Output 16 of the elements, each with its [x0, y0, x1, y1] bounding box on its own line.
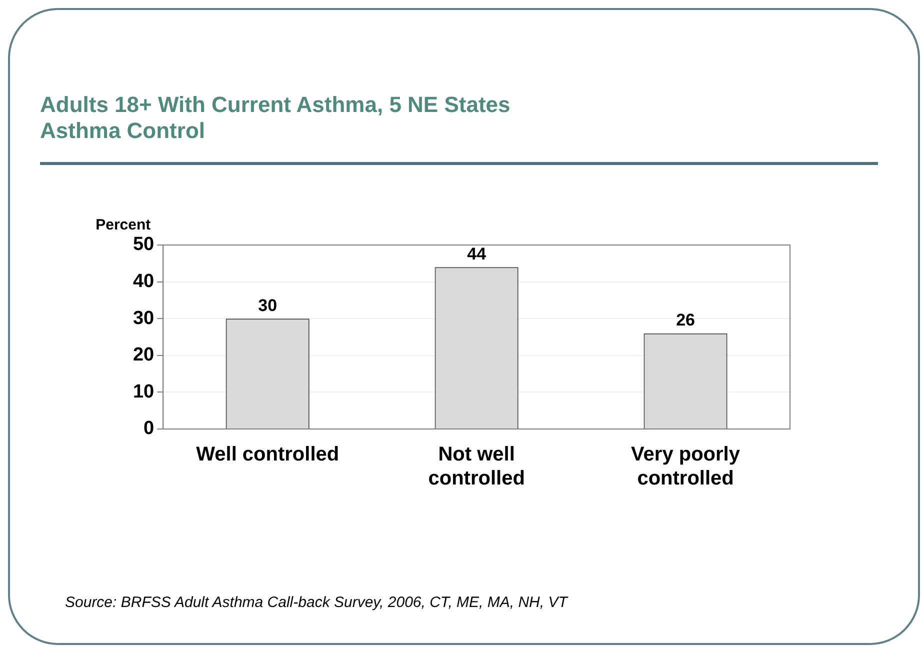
data-label: 44 [467, 244, 487, 264]
chart-title: Adults 18+ With Current Asthma, 5 NE States [40, 92, 510, 118]
x-tick-label: Well controlled [196, 444, 340, 466]
source-note: Source: BRFSS Adult Asthma Call-back Survey, 2006, CT, ME, MA, NH, VT [65, 594, 568, 611]
y-tick-label: 30 [132, 308, 154, 329]
y-axis-title: Percent [96, 216, 151, 234]
data-label: 30 [258, 296, 278, 315]
y-tick-label: 0 [144, 418, 154, 440]
data-label: 26 [676, 310, 695, 330]
chart-subtitle: Asthma Control [40, 118, 206, 144]
y-tick-label: 50 [132, 234, 154, 256]
x-tick-label: Very poorly controlled [631, 444, 741, 490]
y-tick-label: 10 [132, 381, 154, 402]
y-tick-label: 20 [132, 344, 154, 366]
x-tick-label: Not well controlled [428, 444, 525, 490]
y-tick-label: 40 [132, 271, 154, 292]
